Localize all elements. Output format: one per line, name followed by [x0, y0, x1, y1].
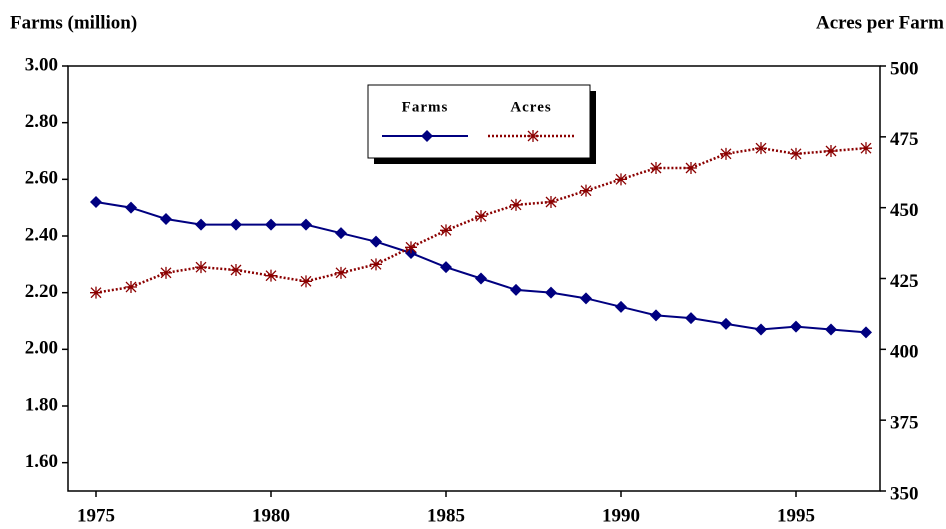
marker [90, 196, 102, 208]
marker [475, 210, 487, 223]
legend-box [367, 84, 591, 159]
marker [440, 224, 452, 237]
marker [195, 261, 207, 274]
legend-label: Farms [402, 99, 449, 115]
marker [685, 312, 697, 325]
marker [160, 266, 172, 279]
y-tick-label: 1.60 [25, 451, 58, 472]
x-tick-label: 1985 [427, 505, 465, 526]
marker [580, 292, 592, 305]
marker [160, 213, 172, 225]
marker [720, 317, 732, 330]
legend: Farms Acres [367, 84, 596, 164]
legend-marker [527, 130, 539, 142]
marker [230, 264, 242, 276]
marker [720, 147, 732, 160]
marker [860, 142, 872, 155]
marker [125, 281, 137, 293]
y-tick-label: 2.40 [25, 224, 58, 245]
marker [300, 218, 312, 231]
marker [615, 173, 627, 186]
y2-tick-label: 400 [890, 342, 919, 363]
y-tick-label: 2.60 [25, 168, 58, 189]
marker [545, 196, 557, 208]
marker [825, 323, 837, 336]
marker [265, 218, 277, 231]
marker [335, 266, 347, 279]
marker [825, 145, 837, 157]
marker [860, 326, 872, 339]
marker [125, 201, 137, 214]
marker [440, 261, 452, 274]
marker [580, 184, 592, 197]
marker [685, 162, 697, 174]
x-tick-label: 1995 [777, 505, 815, 526]
marker [545, 286, 557, 299]
y-tick-label: 3.00 [25, 54, 58, 75]
marker [370, 235, 382, 248]
x-tick-label: 1990 [602, 505, 640, 526]
marker [790, 147, 802, 160]
marker [230, 218, 242, 231]
marker [510, 283, 522, 296]
marker [195, 218, 207, 231]
marker [755, 323, 767, 336]
marker [790, 320, 802, 333]
y2-tick-label: 375 [890, 413, 919, 434]
y2-tick-label: 350 [890, 483, 919, 504]
y2-tick-label: 450 [890, 200, 919, 221]
legend-marker [421, 130, 433, 142]
y2-axis-title: Acres per Farm [816, 12, 944, 33]
x-tick-label: 1975 [77, 505, 115, 526]
marker [510, 198, 522, 211]
y2-tick-label: 500 [890, 58, 919, 79]
y-tick-label: 2.20 [25, 281, 58, 302]
marker [370, 258, 382, 271]
marker [650, 309, 662, 322]
y-tick-label: 2.00 [25, 338, 58, 359]
legend-label: Acres [510, 99, 551, 115]
marker [755, 142, 767, 155]
y2-tick-label: 425 [890, 271, 919, 292]
marker [615, 300, 627, 313]
marker [650, 162, 662, 174]
x-tick-label: 1980 [252, 505, 290, 526]
marker [265, 269, 277, 282]
y-tick-label: 1.80 [25, 394, 58, 415]
y-tick-label: 2.80 [25, 111, 58, 132]
series-line [95, 146, 867, 294]
marker [300, 275, 312, 288]
marker [335, 227, 347, 240]
marker [90, 286, 102, 299]
marker [475, 272, 487, 285]
marker [405, 241, 417, 254]
y-axis-title: Farms (million) [10, 12, 137, 33]
y2-tick-label: 475 [890, 129, 919, 150]
